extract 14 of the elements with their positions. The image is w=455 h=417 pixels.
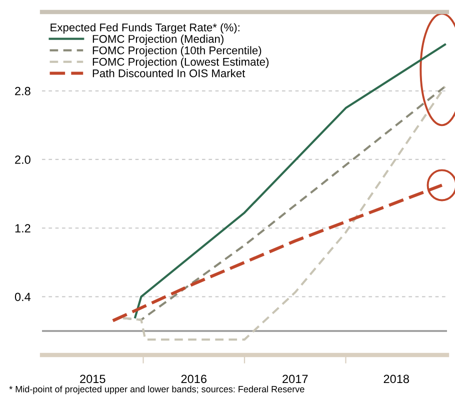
- x-tick-label: 2015: [80, 374, 106, 384]
- legend-title: Expected Fed Funds Target Rate* (%):: [50, 23, 240, 34]
- x-tick-label: 2016: [181, 374, 206, 384]
- y-tick-label: 0.4: [14, 292, 31, 302]
- legend-label: FOMC Projection (Lowest Estimate): [92, 58, 269, 68]
- text: * Mid-point of projected upper and lower bands; sources: Federal Reserve: [9, 386, 304, 394]
- y-tick-label: 2.8: [15, 86, 30, 96]
- x-tick-label: 2018: [384, 374, 409, 384]
- legend-label: FOMC Projection (10th Percentile): [92, 46, 262, 57]
- y-tick-label: 1.2: [15, 224, 30, 232]
- y-tick-label: 2.0: [15, 156, 30, 164]
- x-tick-label: 2017: [282, 374, 308, 384]
- legend-label: Path Discounted In OIS Market: [92, 69, 246, 78]
- legend-label: FOMC Projection (Median): [92, 34, 224, 46]
